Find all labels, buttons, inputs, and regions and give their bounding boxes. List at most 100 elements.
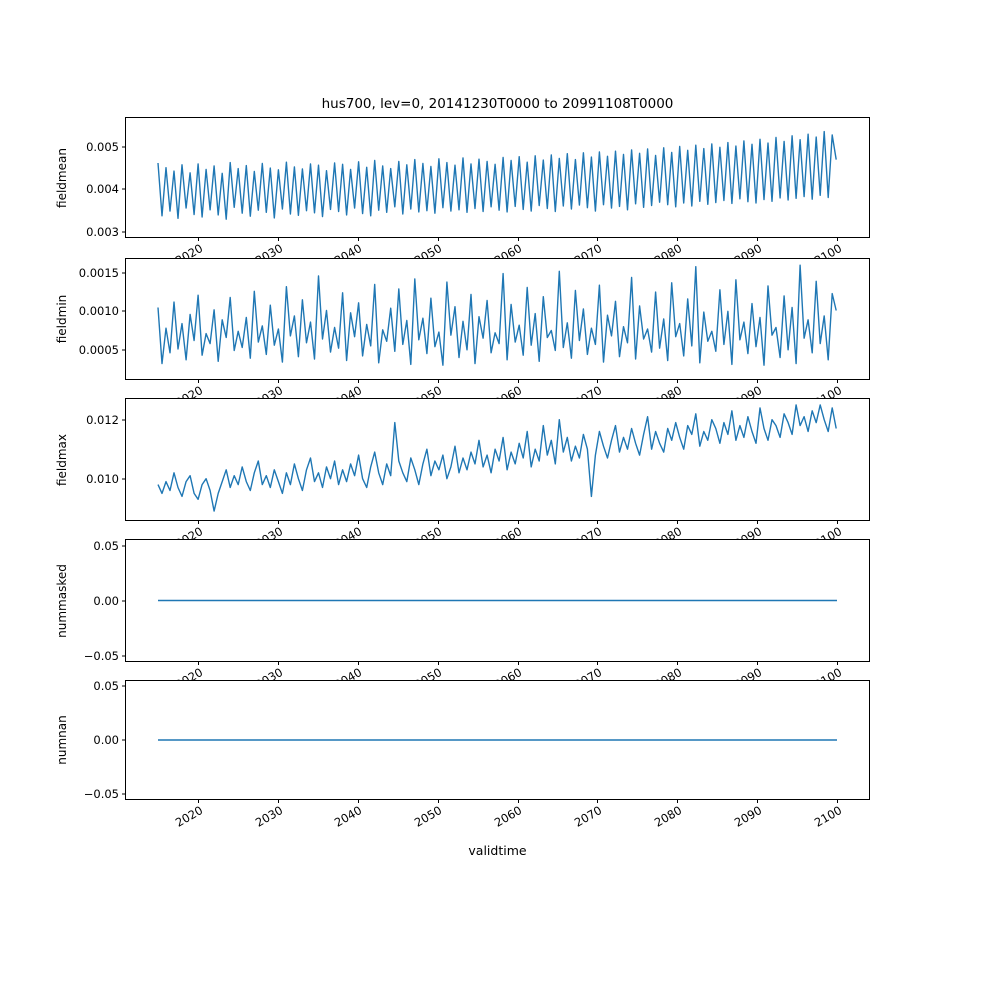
x-tick-mark <box>757 379 759 383</box>
x-tick-mark <box>357 661 359 665</box>
x-tick-label: 2030 <box>252 803 285 830</box>
x-tick-mark <box>277 379 279 383</box>
x-tick-mark <box>197 661 199 665</box>
subplot-fieldmean: fieldmean 2020 2030 2040 2050 2060 2070 2080 20… <box>55 117 870 268</box>
line-series-fieldmean <box>157 130 837 220</box>
y-tick-label: 0.00 <box>93 733 119 747</box>
x-tick-mark <box>677 379 679 383</box>
x-tick-mark <box>677 520 679 524</box>
y-tick-mark <box>122 272 126 274</box>
y-tick-mark <box>122 146 126 148</box>
x-tick-mark <box>437 799 439 803</box>
y-tick-label: 0.05 <box>93 538 119 553</box>
x-tick-mark <box>597 379 599 383</box>
x-tick-mark <box>437 520 439 524</box>
x-tick-mark <box>597 799 599 803</box>
y-tick-mark <box>122 310 126 312</box>
x-tick-mark <box>197 799 199 803</box>
y-tick-label: 0.005 <box>86 139 119 154</box>
x-tick-mark <box>757 799 759 803</box>
x-tick-mark <box>277 237 279 241</box>
x-tick-label: 2070 <box>572 803 605 830</box>
x-tick-label: 2100 <box>811 803 844 830</box>
x-tick-mark <box>837 379 838 383</box>
x-tick-mark <box>677 661 679 665</box>
figure-title: hus700, lev=0, 20141230T0000 to 20991108… <box>321 96 674 112</box>
x-tick-mark <box>517 237 519 241</box>
x-tick-mark <box>517 379 519 383</box>
y-axis-label-fieldmax: fieldmax <box>55 433 69 486</box>
y-tick-label: 0.012 <box>86 412 119 427</box>
x-tick-mark <box>597 237 599 241</box>
x-tick-mark <box>437 379 439 383</box>
x-tick-mark <box>437 237 439 241</box>
subplot-numnan: numnan 2020 2030 2040 2050 2060 2070 2080 2090 2… <box>55 679 870 830</box>
x-tick-mark <box>357 520 359 524</box>
x-tick-mark <box>677 799 679 803</box>
y-tick-label: 0.0005 <box>78 342 119 357</box>
plot-area-fieldmax <box>157 404 837 512</box>
plot-area-fieldmean <box>157 130 837 220</box>
y-tick-mark <box>122 478 126 480</box>
x-tick-label: 2060 <box>492 803 525 830</box>
plot-area-fieldmin <box>157 264 837 366</box>
y-tick-mark <box>122 188 126 190</box>
plot-area-numnan <box>158 739 837 741</box>
y-tick-mark <box>122 685 126 687</box>
line-series-fieldmax <box>157 404 837 512</box>
subplot-fieldmin: fieldmin 2020 2030 2040 2050 2060 2070 2080 209… <box>55 258 870 410</box>
x-axis-label: validtime <box>468 843 527 858</box>
x-tick-mark <box>197 237 199 241</box>
x-tick-mark <box>437 661 439 665</box>
x-tick-mark <box>837 237 838 241</box>
y-axis-label-nummasked: nummasked <box>55 563 69 638</box>
line-series-fieldmin <box>157 264 837 366</box>
x-tick-mark <box>597 520 599 524</box>
x-tick-label: 2050 <box>412 803 445 830</box>
y-tick-mark <box>122 793 126 795</box>
y-tick-label: −0.05 <box>83 786 119 801</box>
x-tick-mark <box>757 661 759 665</box>
x-tick-mark <box>277 799 279 803</box>
y-tick-label: 0.00 <box>93 593 119 608</box>
y-tick-mark <box>122 231 126 233</box>
x-tick-mark <box>837 799 838 803</box>
y-tick-mark <box>122 349 126 351</box>
y-tick-label: 0.004 <box>86 182 119 197</box>
x-tick-mark <box>357 799 359 803</box>
x-tick-mark <box>517 661 519 665</box>
y-tick-mark <box>122 419 126 421</box>
x-tick-mark <box>197 379 199 383</box>
y-tick-label: 0.0015 <box>78 265 119 280</box>
x-tick-mark <box>517 520 519 524</box>
x-tick-mark <box>357 237 359 241</box>
x-tick-mark <box>837 520 838 524</box>
subplot-nummasked: nummasked 2020 2030 2040 2050 2060 2070 2080 20… <box>55 539 870 692</box>
x-tick-mark <box>597 661 599 665</box>
x-tick-mark <box>757 237 759 241</box>
y-axis-label-fieldmean: fieldmean <box>55 147 69 208</box>
x-tick-mark <box>517 799 519 803</box>
y-tick-label: 0.003 <box>86 224 119 239</box>
x-tick-label: 2020 <box>172 803 205 830</box>
x-tick-mark <box>757 520 759 524</box>
y-tick-label: 0.05 <box>93 679 119 694</box>
x-tick-mark <box>677 237 679 241</box>
x-tick-mark <box>277 520 279 524</box>
y-tick-mark <box>122 545 126 546</box>
x-tick-label: 2080 <box>651 803 685 830</box>
y-tick-mark <box>122 655 126 656</box>
plot-area-nummasked <box>158 599 837 602</box>
x-tick-mark <box>357 379 359 383</box>
y-tick-label: 0.0010 <box>78 304 119 319</box>
x-tick-mark <box>277 661 279 665</box>
y-tick-label: 0.010 <box>86 471 119 486</box>
y-axis-label-numnan: numnan <box>55 715 69 765</box>
x-tick-label: 2040 <box>332 803 365 830</box>
subplot-fieldmax: fieldmax 2020 2030 2040 2050 2060 2070 2080 209… <box>55 398 870 551</box>
y-tick-mark <box>122 739 126 741</box>
y-axis-label-fieldmin: fieldmin <box>55 294 69 344</box>
y-tick-label: −0.05 <box>83 648 119 663</box>
x-tick-mark <box>837 661 838 665</box>
